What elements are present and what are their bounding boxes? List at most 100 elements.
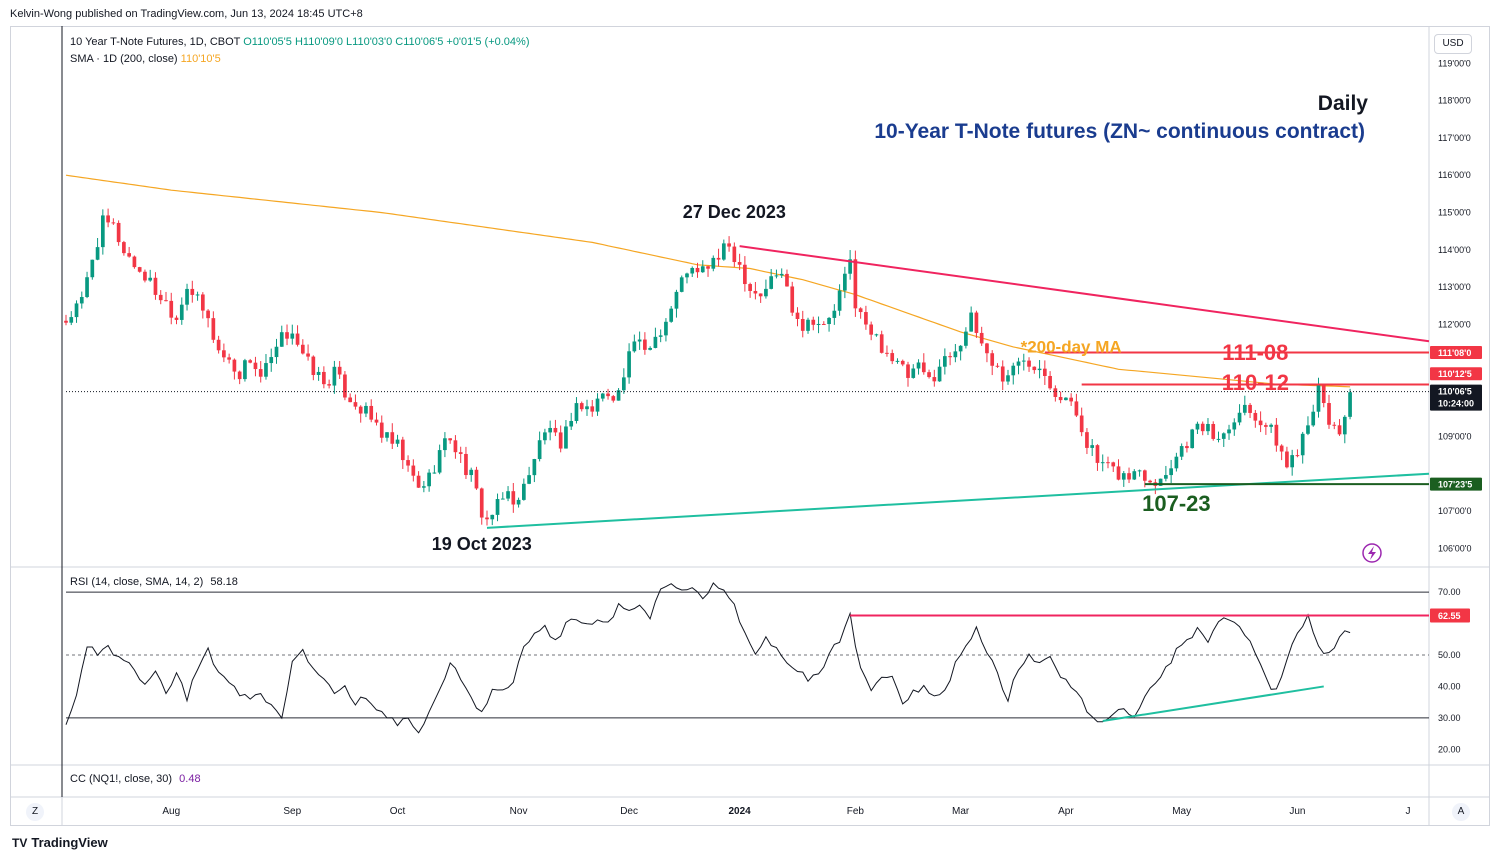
- candle-body: [390, 432, 395, 444]
- candle-body: [1058, 396, 1063, 401]
- legend-rsi: RSI (14, close, SMA, 14, 2) 58.18: [70, 576, 238, 588]
- candle-body: [464, 453, 468, 476]
- candle-body: [637, 339, 642, 342]
- candle-body: [116, 222, 121, 243]
- price-tag-sub: 10:24:00: [1438, 399, 1474, 409]
- time-tick-label: J: [1405, 806, 1410, 817]
- price-tag-label: 110'12'5: [1438, 369, 1472, 379]
- candle-body: [137, 267, 142, 272]
- candle-body: [479, 488, 484, 518]
- candle-body: [190, 288, 195, 295]
- candle-body: [153, 277, 158, 295]
- price-tag-label: 110'06'5: [1438, 387, 1472, 397]
- candle-body: [521, 483, 526, 500]
- lightning-icon[interactable]: [1362, 543, 1382, 563]
- candle-body: [432, 472, 437, 474]
- candle-body: [595, 398, 600, 412]
- legend-sma: SMA · 1D (200, close) 110'10'5: [70, 53, 221, 65]
- candle-body: [1106, 462, 1110, 464]
- price-tick-label: 113'00'0: [1438, 282, 1471, 292]
- candle-body: [627, 351, 631, 378]
- legend-rsi-value: 58.18: [210, 576, 238, 588]
- chart-annotation: 107-23: [1142, 491, 1211, 516]
- legend-sma-label: SMA · 1D (200, close): [70, 53, 178, 65]
- candle-body: [948, 356, 952, 358]
- chart-subtitle: 10-Year T-Note futures (ZN~ continuous c…: [874, 120, 1365, 143]
- candle-body: [253, 362, 258, 370]
- candle-body: [443, 438, 447, 451]
- candle-body: [837, 290, 842, 311]
- price-tag: [1430, 384, 1482, 411]
- candle-body: [111, 222, 116, 224]
- candle-body: [553, 427, 558, 433]
- candle-body: [853, 259, 858, 309]
- candle-body: [1279, 445, 1284, 452]
- candle-body: [685, 273, 689, 278]
- candle-body: [1048, 375, 1052, 389]
- candle-body: [490, 514, 495, 520]
- candle-body: [800, 319, 805, 331]
- chart-annotation: 19 Oct 2023: [432, 534, 532, 554]
- candle-body: [711, 257, 716, 269]
- candle-body: [85, 277, 89, 298]
- zoom-button[interactable]: Z: [26, 803, 44, 821]
- candle-body: [269, 357, 274, 364]
- chart-annotation: 111-08: [1222, 340, 1288, 365]
- candle-body: [327, 384, 331, 386]
- candle-body: [600, 393, 605, 399]
- candle-body: [1079, 415, 1084, 433]
- candle-body: [332, 366, 337, 386]
- candle-body: [1132, 471, 1137, 480]
- candle-body: [506, 491, 510, 499]
- candle-body: [248, 360, 253, 363]
- candle-body: [700, 266, 705, 273]
- chart-annotation: *200-day MA: [1021, 337, 1122, 356]
- auto-scale-button[interactable]: A: [1452, 803, 1470, 821]
- legend-ohlc: O110'05'5 H110'09'0 L110'03'0 C110'06'5 …: [243, 36, 530, 48]
- candle-body: [616, 390, 621, 401]
- candle-body: [816, 323, 821, 325]
- candle-body: [511, 491, 516, 505]
- candle-body: [148, 277, 153, 281]
- candle-body: [648, 347, 652, 350]
- time-tick-label: Aug: [162, 806, 180, 817]
- candle-body: [348, 397, 353, 403]
- candle-body: [285, 332, 289, 339]
- candle-body: [1242, 404, 1247, 413]
- candle-body: [195, 294, 200, 296]
- time-tick-label: Dec: [620, 806, 638, 817]
- candle-body: [590, 406, 595, 412]
- candle-body: [1085, 432, 1089, 448]
- currency-button[interactable]: USD: [1434, 34, 1472, 54]
- candle-body: [953, 351, 958, 358]
- candle-body: [485, 517, 489, 520]
- candle-body: [1316, 384, 1321, 412]
- candle-body: [843, 273, 847, 291]
- candle-body: [353, 402, 358, 407]
- candle-body: [95, 247, 100, 260]
- candle-body: [1006, 375, 1010, 382]
- candle-body: [611, 396, 616, 401]
- candle-body: [69, 317, 74, 323]
- candle-body: [1274, 424, 1279, 446]
- candle-body: [827, 317, 831, 325]
- candle-body: [753, 290, 758, 294]
- candle-body: [1174, 456, 1179, 469]
- candle-body: [1074, 401, 1079, 416]
- candle-body: [548, 427, 552, 433]
- resistance-trendline: [739, 245, 1430, 343]
- candle-body: [500, 498, 505, 500]
- candle-body: [721, 243, 726, 260]
- candle-body: [127, 253, 131, 257]
- candle-body: [821, 323, 826, 325]
- candle-body: [974, 312, 979, 333]
- candle-body: [1264, 425, 1268, 427]
- rsi-price-tag-label: 62.55: [1438, 611, 1461, 621]
- candle-body: [369, 405, 374, 420]
- candle-body: [469, 469, 474, 476]
- candle-body: [1042, 368, 1047, 376]
- candle-body: [106, 215, 110, 223]
- candle-body: [437, 450, 442, 473]
- rsi-tick-label: 70.00: [1438, 587, 1461, 597]
